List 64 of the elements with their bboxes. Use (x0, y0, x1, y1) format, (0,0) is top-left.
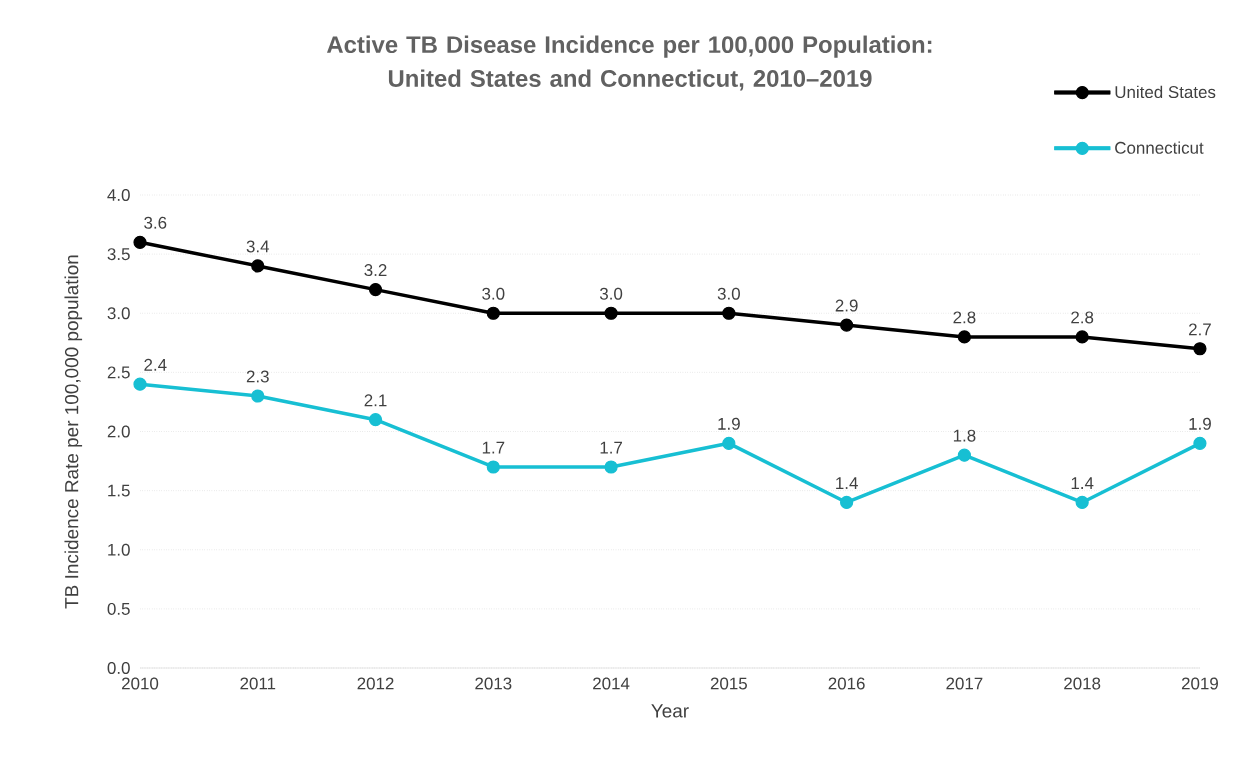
data-label: 1.4 (1071, 477, 1094, 489)
legend-label: Connecticut (1115, 141, 1204, 154)
point (840, 318, 854, 332)
x-tick-label: 2010 (122, 677, 159, 690)
point (1075, 330, 1089, 344)
chart-title: Active TB Disease Incidence per 100,000 Population: United States and Connecticut, 2010–2019 (326, 35, 932, 91)
point (133, 235, 147, 249)
point (722, 436, 736, 450)
y-tick-label: 4.0 (107, 189, 130, 201)
data-label: 1.8 (953, 429, 976, 442)
point (1193, 436, 1207, 450)
point (840, 495, 854, 510)
data-label: 2.4 (144, 358, 167, 371)
y-tick-label: 3.5 (107, 248, 130, 261)
data-label: 3.0 (599, 287, 623, 300)
data-label: 3.2 (364, 264, 387, 277)
x-axis-title: Year (651, 704, 689, 718)
point (957, 448, 971, 462)
point (368, 413, 383, 427)
data-label: 1.7 (600, 441, 622, 454)
y-tick-label: 3.0 (107, 307, 130, 320)
data-label: 3.6 (144, 216, 167, 229)
point (957, 330, 971, 344)
data-label: 2.9 (835, 299, 858, 312)
y-tick-label: 0.0 (107, 662, 130, 674)
y-tick-label: 1.5 (108, 484, 130, 497)
data-label: 1.9 (718, 417, 740, 430)
y-tick-label: 2.5 (107, 366, 130, 379)
x-tick-label: 2012 (357, 677, 394, 690)
x-tick-label: 2017 (946, 677, 983, 690)
point (604, 460, 618, 474)
y-axis-title: TB Incidence Rate per 100,000 population (64, 255, 83, 609)
x-tick-label: 2016 (828, 677, 865, 690)
x-tick-label: 2019 (1181, 677, 1218, 690)
point (368, 283, 383, 297)
point (1193, 342, 1207, 356)
data-label: 1.4 (836, 477, 858, 489)
point (251, 259, 265, 273)
y-tick-label: 0.5 (107, 602, 130, 615)
data-label: 3.0 (717, 287, 740, 300)
y-tick-label: 2.0 (107, 425, 130, 438)
x-tick-label: 2013 (475, 677, 512, 690)
x-tick-label: 2018 (1064, 677, 1101, 690)
data-label: 3.4 (246, 240, 270, 253)
point (1075, 495, 1089, 510)
point (604, 306, 618, 320)
data-label: 2.1 (364, 394, 387, 407)
point (133, 377, 147, 391)
point (722, 306, 736, 320)
x-tick-label: 2014 (593, 677, 630, 690)
data-label: 1.7 (482, 441, 505, 454)
point (486, 306, 500, 320)
point (486, 460, 500, 474)
data-label: 2.3 (246, 370, 269, 383)
y-tick-label: 1.0 (108, 543, 130, 556)
data-label: 1.9 (1189, 417, 1211, 430)
data-label: 2.8 (953, 311, 976, 324)
legend-label: United States (1115, 85, 1216, 99)
x-tick-label: 2011 (240, 677, 276, 690)
data-label: 2.7 (1189, 323, 1211, 336)
data-label: 3.0 (482, 287, 505, 300)
x-tick-label: 2015 (710, 677, 747, 690)
point (251, 389, 265, 403)
data-label: 2.8 (1071, 311, 1094, 324)
